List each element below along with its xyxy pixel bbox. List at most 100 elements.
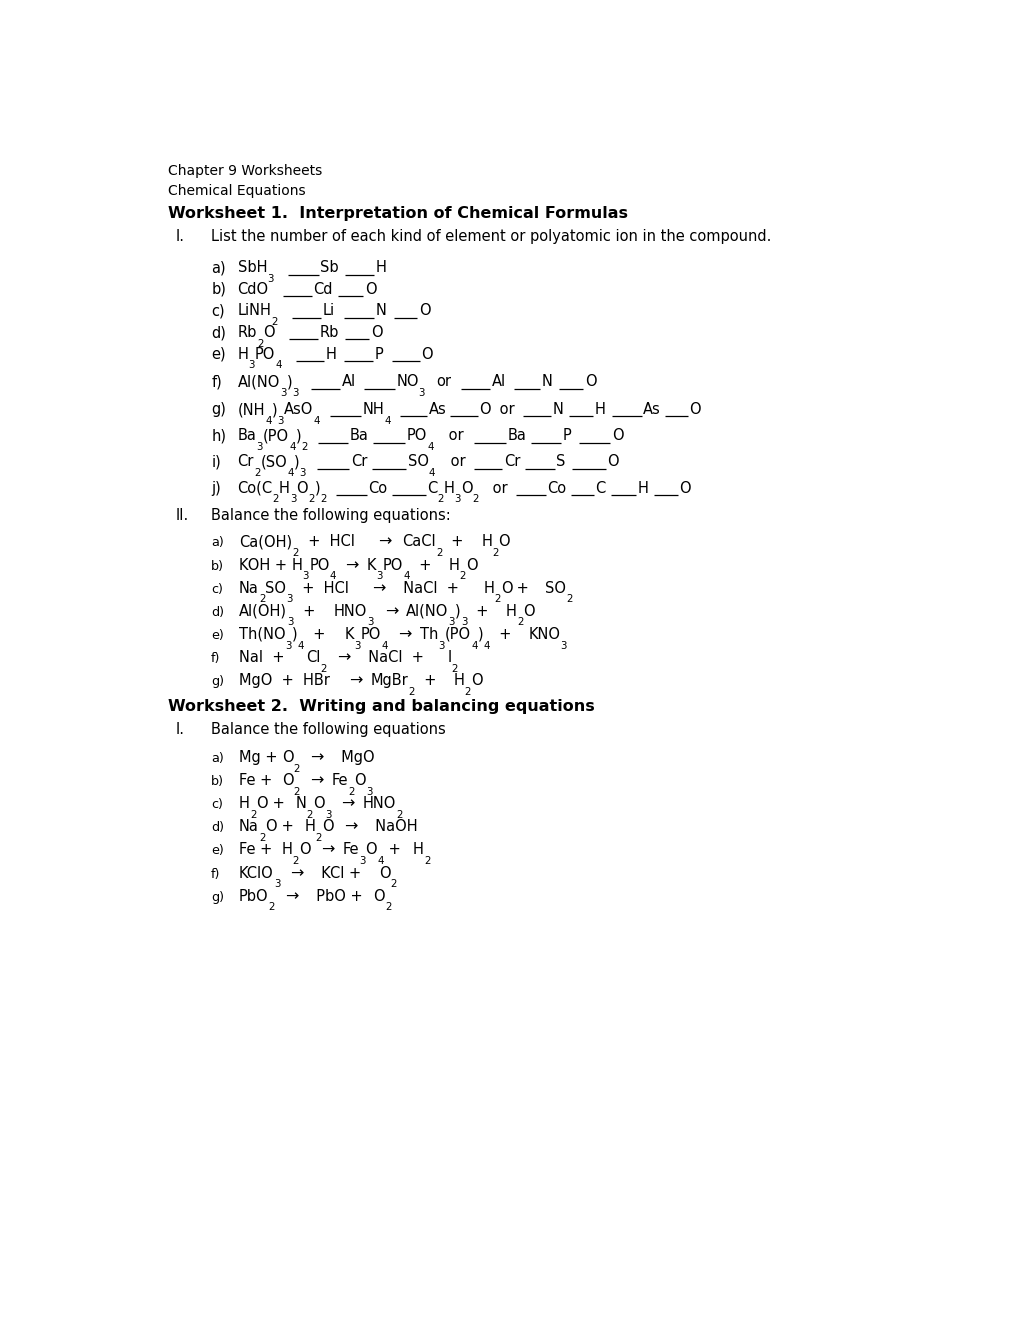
Text: 3: 3	[286, 618, 293, 627]
Text: Th: Th	[420, 627, 438, 642]
Text: O: O	[263, 325, 275, 341]
Text: →: →	[337, 649, 351, 665]
Text: MgBr: MgBr	[371, 673, 409, 688]
Text: 3: 3	[249, 360, 255, 371]
Text: Ba: Ba	[237, 428, 256, 444]
Text: Al(OH): Al(OH)	[238, 603, 286, 619]
Text: 2: 2	[292, 857, 299, 866]
Text: H: H	[483, 581, 494, 595]
Text: 3: 3	[286, 594, 292, 605]
Text: Chemical Equations: Chemical Equations	[168, 185, 305, 198]
Text: (SO: (SO	[260, 454, 286, 470]
Text: O: O	[281, 774, 293, 788]
Text: AsO: AsO	[283, 403, 313, 417]
Text: or: or	[436, 375, 450, 389]
Text: LiNH: LiNH	[237, 304, 271, 318]
Text: 3: 3	[359, 857, 365, 866]
Text: ): )	[271, 403, 277, 417]
Text: 3: 3	[289, 494, 297, 504]
Text: O: O	[421, 347, 432, 362]
Text: 4: 4	[377, 857, 383, 866]
Text: +: +	[489, 627, 520, 642]
Text: (PO: (PO	[444, 627, 471, 642]
Text: 4: 4	[483, 640, 489, 651]
Text: KCl +: KCl +	[312, 866, 366, 880]
Text: i): i)	[211, 454, 221, 470]
Text: KOH +: KOH +	[238, 557, 291, 573]
Text: ): )	[286, 375, 291, 389]
Text: 2: 2	[259, 833, 265, 843]
Text: 4: 4	[298, 640, 304, 651]
Text: 2: 2	[268, 903, 275, 912]
Text: H: H	[594, 403, 604, 417]
Text: O: O	[365, 282, 376, 297]
Text: 3: 3	[273, 879, 280, 890]
Text: SO: SO	[408, 454, 429, 470]
Text: K: K	[367, 557, 376, 573]
Text: PO: PO	[361, 627, 381, 642]
Text: 2: 2	[494, 594, 500, 605]
Text: HNO: HNO	[333, 603, 367, 619]
Text: NH: NH	[363, 403, 384, 417]
Text: O: O	[299, 842, 311, 858]
Text: II.: II.	[175, 508, 189, 523]
Text: 2: 2	[307, 810, 313, 820]
Text: a): a)	[211, 260, 225, 276]
Text: MgO: MgO	[331, 750, 374, 766]
Text: 2: 2	[491, 548, 498, 558]
Text: O: O	[471, 673, 482, 688]
Text: As: As	[428, 403, 445, 417]
Text: Fe +: Fe +	[238, 842, 277, 858]
Text: CaCl: CaCl	[403, 535, 436, 549]
Text: →: →	[372, 581, 385, 595]
Text: 4: 4	[471, 640, 477, 651]
Text: 2: 2	[271, 317, 277, 327]
Text: →: →	[310, 774, 323, 788]
Text: O: O	[371, 325, 382, 341]
Text: O: O	[689, 403, 700, 417]
Text: H: H	[453, 673, 464, 688]
Text: d): d)	[211, 325, 226, 341]
Text: O: O	[500, 581, 512, 595]
Text: 2: 2	[308, 494, 314, 504]
Text: 2: 2	[254, 469, 260, 478]
Text: +: +	[467, 603, 497, 619]
Text: →: →	[310, 750, 323, 766]
Text: H: H	[237, 347, 249, 362]
Text: ): )	[296, 428, 301, 444]
Text: Ca(OH): Ca(OH)	[238, 535, 291, 549]
Text: or: or	[494, 403, 515, 417]
Text: SO: SO	[544, 581, 566, 595]
Text: 3: 3	[299, 469, 306, 478]
Text: 3: 3	[324, 810, 331, 820]
Text: →: →	[341, 796, 355, 812]
Text: →: →	[343, 820, 357, 834]
Text: Fe: Fe	[331, 774, 347, 788]
Text: +: +	[268, 796, 289, 812]
Text: e): e)	[211, 845, 224, 858]
Text: 4: 4	[429, 469, 435, 478]
Text: O: O	[313, 796, 324, 812]
Text: List the number of each kind of element or polyatomic ion in the compound.: List the number of each kind of element …	[211, 228, 770, 244]
Text: +  HCl: + HCl	[292, 581, 358, 595]
Text: 2: 2	[409, 686, 415, 697]
Text: I.: I.	[175, 722, 184, 738]
Text: NaOH: NaOH	[365, 820, 417, 834]
Text: H: H	[413, 842, 424, 858]
Text: 2: 2	[259, 594, 265, 605]
Text: 2: 2	[390, 879, 396, 890]
Text: K: K	[344, 627, 354, 642]
Text: O: O	[281, 750, 293, 766]
Text: 3: 3	[267, 275, 273, 284]
Text: a): a)	[211, 752, 224, 766]
Text: g): g)	[211, 403, 226, 417]
Text: I: I	[447, 649, 451, 665]
Text: Cd: Cd	[313, 282, 333, 297]
Text: 2: 2	[316, 833, 322, 843]
Text: H: H	[279, 480, 289, 495]
Text: 4: 4	[381, 640, 387, 651]
Text: 3: 3	[559, 640, 567, 651]
Text: b): b)	[211, 282, 226, 297]
Text: 4: 4	[288, 442, 296, 451]
Text: +: +	[304, 627, 334, 642]
